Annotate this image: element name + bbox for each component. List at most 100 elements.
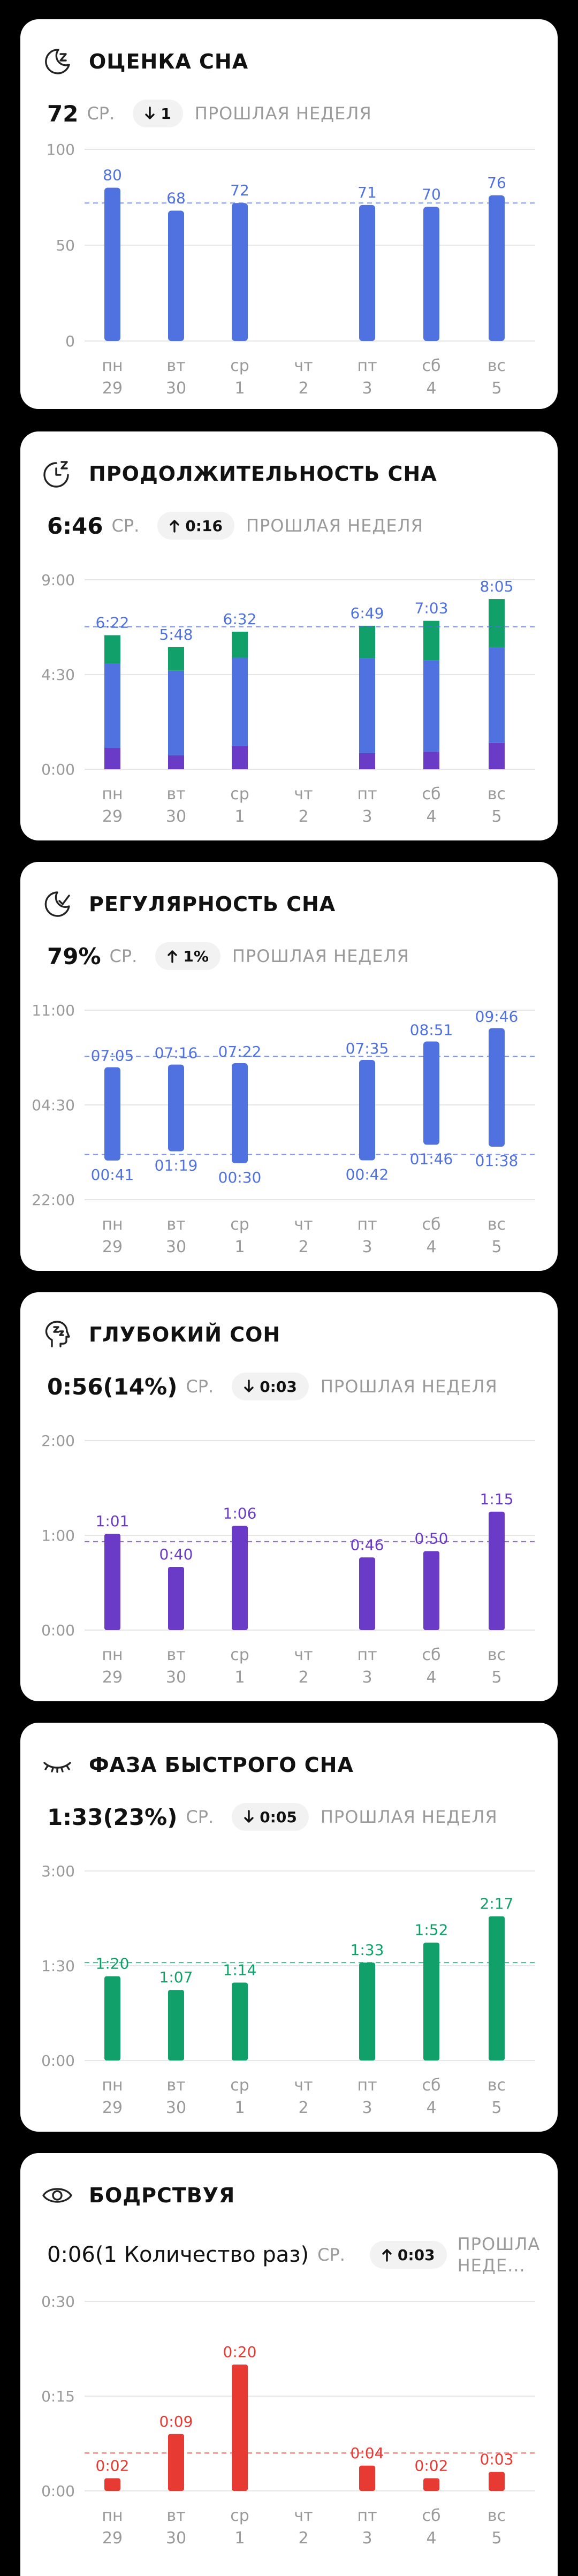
range-bar (359, 1060, 375, 1161)
x-day-label: вт (166, 1215, 185, 1234)
range-bar (104, 1067, 120, 1161)
clock-zzz-icon (41, 457, 74, 490)
bar (359, 1963, 375, 2060)
eye-open-icon (41, 2179, 74, 2212)
sleep-duration-chart: 9:00 4:30 0:00 пн 29 вт 30 ср 1 чт 2 пт 3 сб 4 вс 5 6:22 5… (41, 571, 535, 826)
sleep-duration-card[interactable]: ПРОДОЛЖИТЕЛЬНОСТЬ СНА 6:46 СР. 0:16 ПРОШ… (20, 431, 558, 840)
bar (489, 2472, 505, 2491)
y-tick-label: 9:00 (41, 571, 75, 589)
y-tick-label: 0:15 (41, 2388, 75, 2405)
x-date-label: 1 (234, 2529, 245, 2548)
x-date-label: 29 (102, 807, 123, 826)
y-tick-label: 1:00 (41, 1527, 75, 1544)
bar-segment (168, 755, 184, 769)
x-day-label: пн (102, 2506, 123, 2525)
x-day-label: вт (166, 2506, 185, 2525)
bar-value-label: 80 (103, 166, 122, 184)
x-day-label: чт (294, 2076, 313, 2095)
y-tick-label: 04:30 (32, 1096, 75, 1114)
x-day-label: чт (294, 1646, 313, 1664)
wake-time-label: 07:22 (218, 1043, 262, 1060)
range-bar (232, 1063, 248, 1163)
x-date-label: 4 (426, 2098, 436, 2117)
bed-time-label: 00:41 (91, 1166, 134, 1184)
sleep-score-chart: 100 50 0 пн 29 вт 30 ср 1 чт 2 пт 3 сб 4 вс 5 80 68 72 71 70 7… (47, 141, 535, 398)
sleep-score-card[interactable]: ОЦЕНКА СНА 72 СР. 1 ПРОШЛАЯ НЕДЕЛЯ 100 50… (20, 19, 558, 409)
moon-check-icon (41, 888, 74, 921)
rem-sleep-card[interactable]: ФАЗА БЫСТРОГО СНА 1:33(23%) СР. 0:05 ПРО… (20, 1723, 558, 2132)
sleep-regularity-card[interactable]: РЕГУЛЯРНОСТЬ СНА 79% СР. 1% ПРОШЛАЯ НЕДЕ… (20, 862, 558, 1271)
x-day-label: пн (102, 785, 123, 804)
bar (359, 2465, 375, 2491)
bar-segment (104, 635, 120, 664)
card-header: ПРОДОЛЖИТЕЛЬНОСТЬ СНА (41, 457, 437, 490)
x-day-label: вт (166, 357, 185, 375)
x-day-label: вс (488, 357, 506, 375)
bar-value-label: 8:05 (480, 578, 514, 595)
x-day-label: сб (422, 1215, 441, 1234)
stat-unit: СР. (111, 516, 140, 536)
x-date-label: 5 (491, 807, 501, 826)
bar-value-label: 0:40 (159, 1545, 193, 1563)
x-day-label: сб (422, 2076, 441, 2095)
x-date-label: 30 (166, 807, 186, 826)
card-title: ФАЗА БЫСТРОГО СНА (89, 1753, 354, 1777)
x-date-label: 30 (166, 2098, 186, 2117)
x-day-label: чт (294, 2506, 313, 2525)
deep-sleep-card[interactable]: ГЛУБОКИЙ СОН 0:56(14%) СР. 0:03 ПРОШЛАЯ … (20, 1292, 558, 1701)
bar (232, 1982, 248, 2060)
stat-value: 1:33(23%) (47, 1804, 178, 1830)
x-day-label: чт (294, 785, 313, 804)
x-day-label: вс (488, 1215, 506, 1234)
x-day-label: пт (357, 2506, 377, 2525)
arrow-down-icon (244, 1810, 254, 1823)
x-date-label: 5 (491, 2529, 501, 2548)
awake-card[interactable]: БОДРСТВУЯ 0:06(1 Количество раз) СР. 0:0… (20, 2153, 558, 2576)
trend-value: 1% (183, 947, 209, 965)
stat-unit: СР. (186, 1807, 214, 1827)
x-date-label: 29 (102, 2529, 123, 2548)
trend-value: 0:05 (260, 1808, 297, 1826)
bar-value-label: 1:14 (223, 1961, 257, 1979)
x-date-label: 3 (362, 2529, 372, 2548)
bar (232, 2365, 248, 2491)
bar-segment (232, 657, 248, 746)
y-tick-label: 0:00 (41, 2482, 75, 2500)
arrow-up-icon (382, 2249, 392, 2262)
x-day-label: ср (230, 785, 249, 804)
bed-time-label: 01:19 (155, 1157, 198, 1175)
y-tick-label: 3:00 (41, 1862, 75, 1880)
x-date-label: 3 (362, 807, 372, 826)
arrow-down-icon (244, 1380, 254, 1392)
x-day-label: пн (102, 1215, 123, 1234)
bar (232, 1526, 248, 1630)
stat-unit: СР. (317, 2245, 345, 2265)
x-date-label: 29 (102, 1668, 123, 1687)
x-date-label: 1 (234, 807, 245, 826)
x-date-label: 4 (426, 1668, 436, 1687)
wake-time-label: 08:51 (410, 1021, 453, 1039)
x-date-label: 29 (102, 2098, 123, 2117)
trend-badge: 0:05 (232, 1803, 309, 1831)
stat-value: 0:56(14%) (47, 1373, 178, 1400)
trend-label: ПРОШЛАЯ НЕДЕЛЯ (320, 1807, 498, 1827)
x-date-label: 2 (298, 2098, 308, 2117)
x-date-label: 2 (298, 2529, 308, 2548)
bar-value-label: 0:20 (223, 2343, 257, 2361)
stat-unit: СР. (87, 103, 115, 124)
stats-row: 6:46 СР. 0:16 ПРОШЛАЯ НЕДЕЛЯ (47, 512, 423, 540)
y-tick-label: 1:30 (41, 1957, 75, 1975)
x-date-label: 4 (426, 1238, 436, 1256)
card-header: ГЛУБОКИЙ СОН (41, 1318, 280, 1351)
bar-value-label: 1:15 (480, 1490, 514, 1508)
bar-value-label: 1:06 (223, 1504, 257, 1522)
bar-value-label: 1:52 (415, 1921, 448, 1939)
bar (104, 1534, 120, 1630)
rem-sleep-chart: 3:00 1:30 0:00 пн 29 вт 30 ср 1 чт 2 пт 3 сб 4 вс 5 1:20 1… (41, 1862, 535, 2117)
bar-value-label: 0:02 (96, 2457, 130, 2474)
x-day-label: пн (102, 1646, 123, 1664)
x-date-label: 5 (491, 2098, 501, 2117)
x-day-label: пт (357, 1646, 377, 1664)
bar-value-label: 70 (422, 185, 441, 203)
bar (104, 1976, 120, 2060)
